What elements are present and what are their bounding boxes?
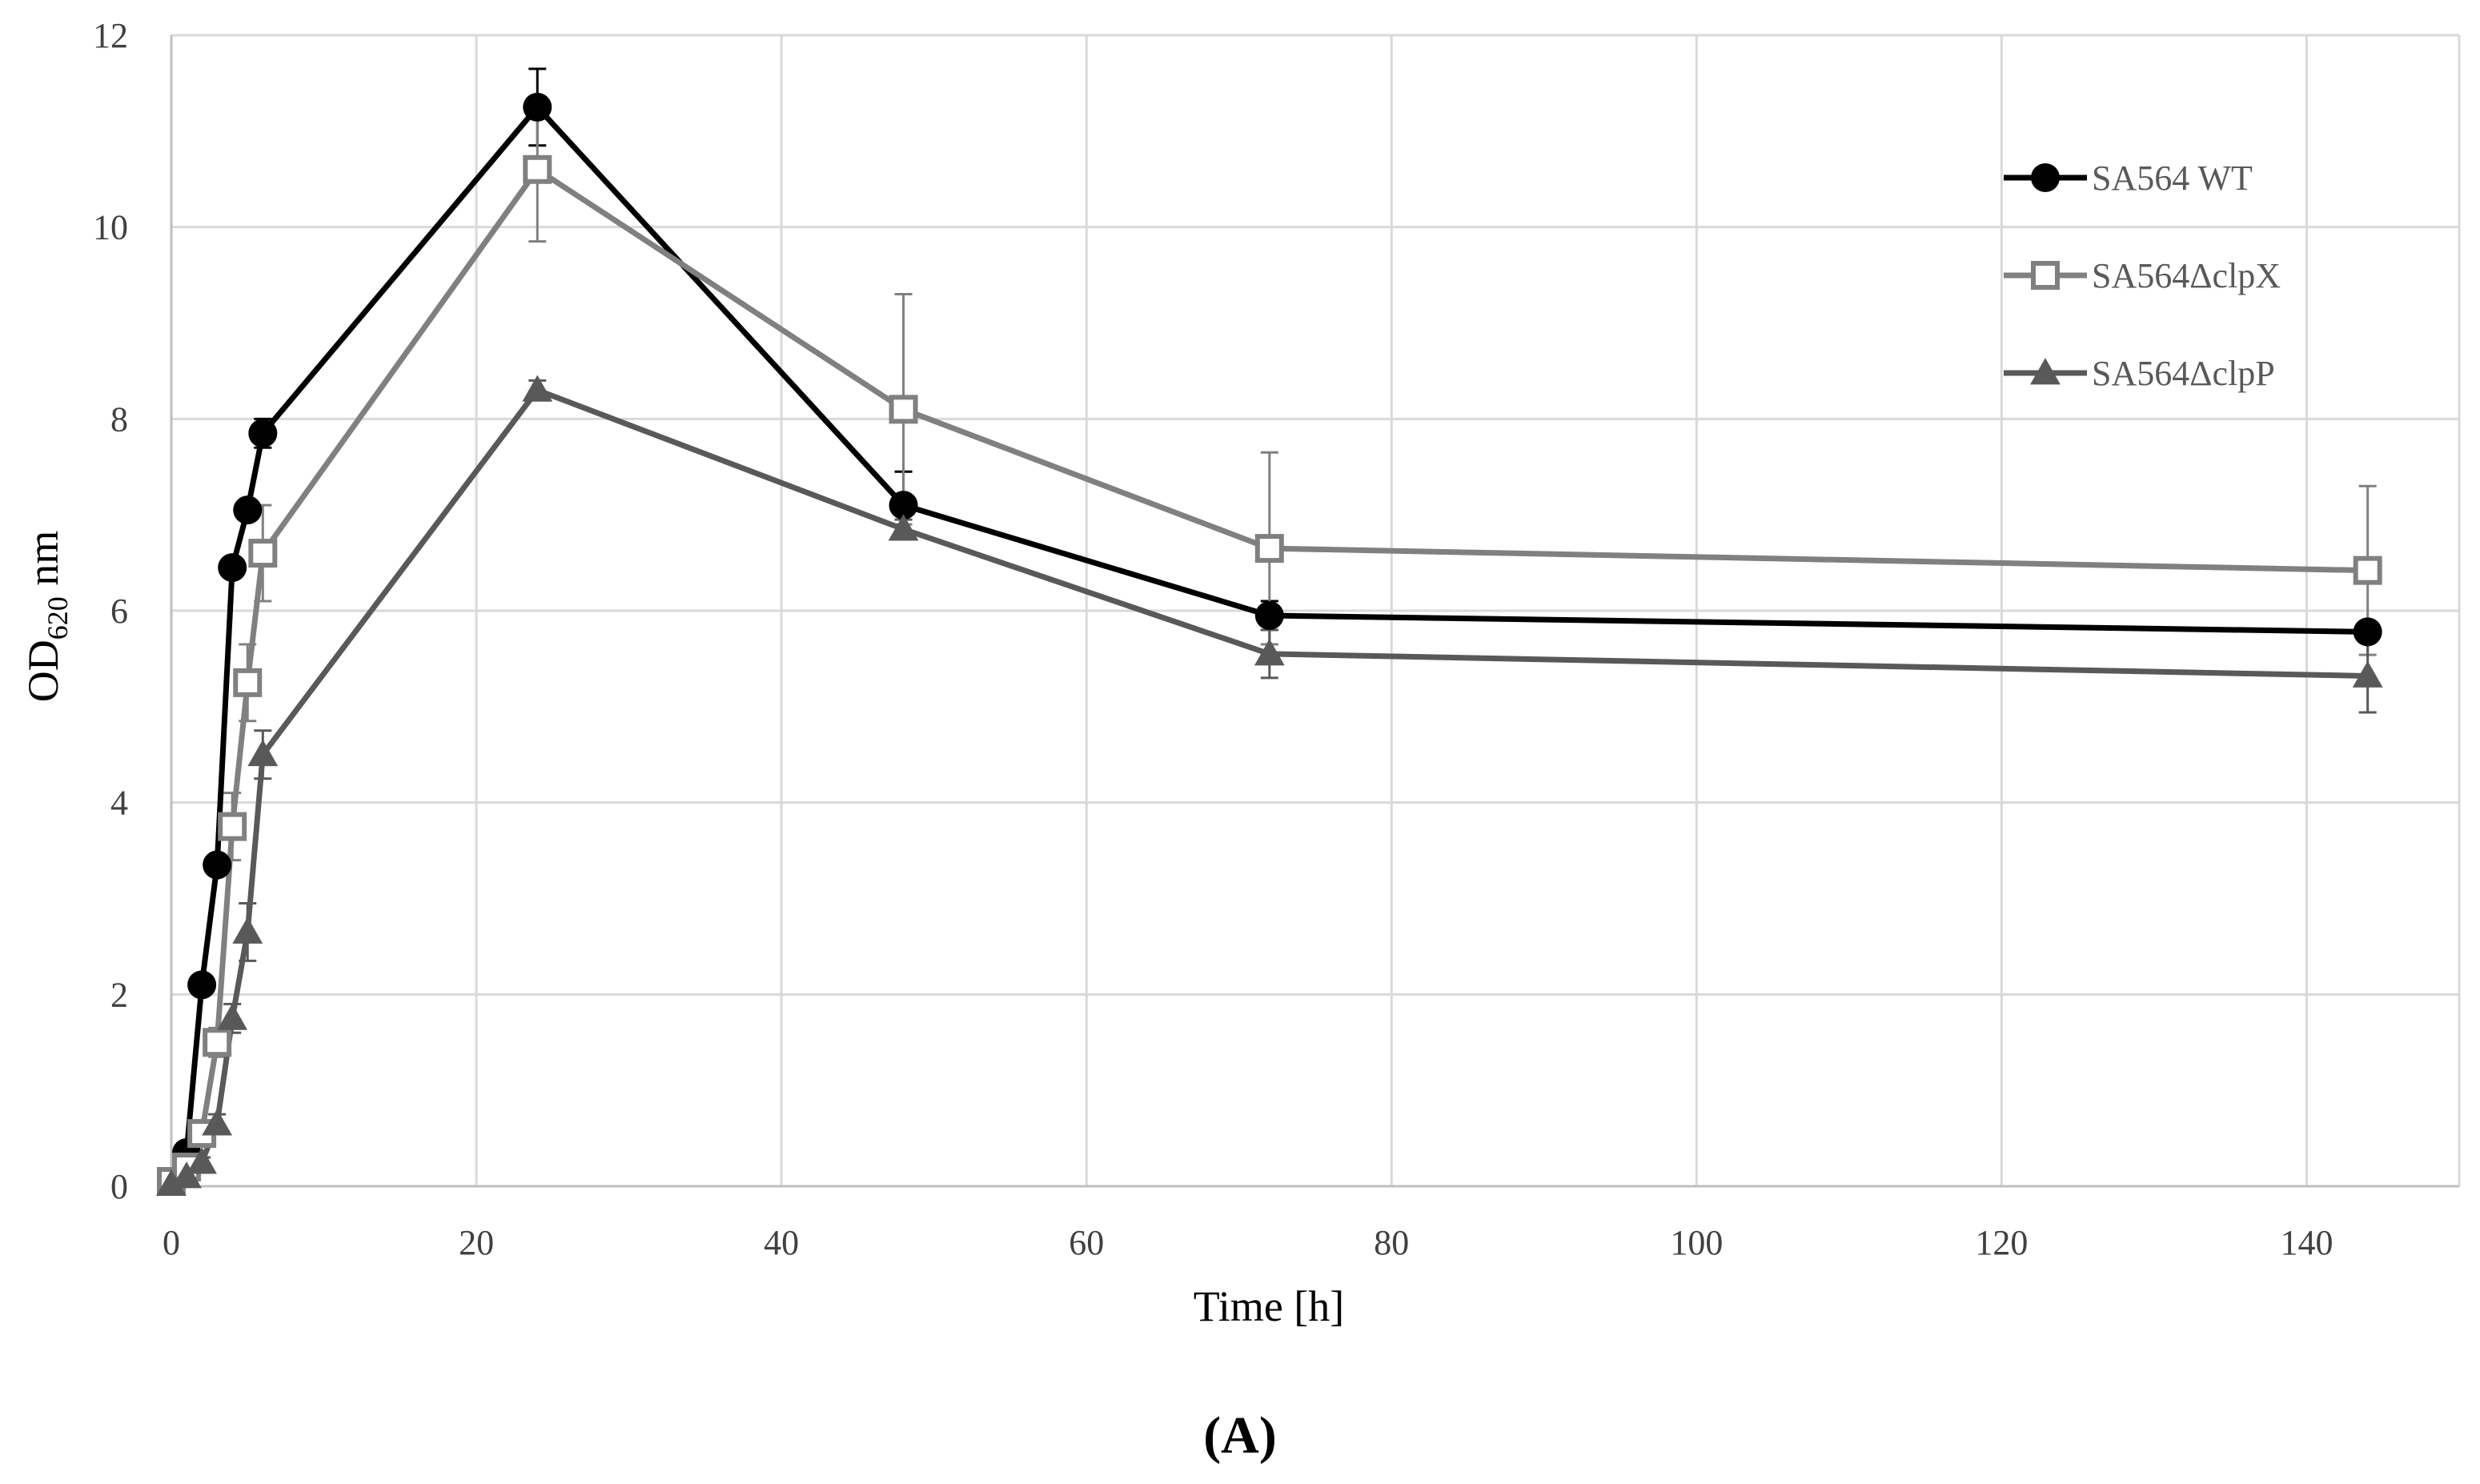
tick-labels: 0 20 40 60 80 100 120 140 0 2 4 6 8 10 12: [93, 16, 2333, 1262]
y-axis-title-unit: nm: [19, 531, 67, 597]
data-point-sa564-clpp: [187, 1147, 218, 1174]
data-point-sa564-wt: [248, 419, 278, 448]
legend-item-sa564-clpp: SA564ΔclpP: [2004, 354, 2275, 393]
y-tick-label: 6: [110, 592, 128, 631]
x-tick-label: 60: [1069, 1223, 1104, 1262]
axes: [170, 35, 2459, 1188]
y-tick-label: 2: [110, 975, 128, 1014]
data-point-sa564-wt: [2353, 617, 2382, 647]
data-point-sa564-clpp: [217, 1003, 248, 1030]
x-tick-label: 40: [764, 1223, 799, 1262]
data-point-sa564-clpx: [203, 1028, 232, 1057]
panel-label: (A): [1203, 1406, 1277, 1465]
x-axis-title: Time [h]: [1194, 1282, 1345, 1330]
data-markers: [156, 92, 2383, 1197]
legend-label: SA564 WT: [2092, 158, 2253, 198]
y-tick-label: 4: [110, 784, 128, 823]
y-tick-label: 0: [110, 1167, 128, 1206]
data-point-sa564-clpp: [1254, 639, 1285, 666]
data-point-sa564-clpx: [233, 668, 263, 697]
data-point-sa564-wt: [889, 491, 918, 520]
y-tick-label: 8: [110, 399, 128, 439]
data-point-sa564-clpp: [202, 1109, 233, 1136]
legend-swatch-marker: [2031, 163, 2060, 192]
x-tick-label: 0: [163, 1223, 180, 1262]
legend-label: SA564ΔclpX: [2092, 256, 2281, 295]
x-tick-label: 120: [1975, 1223, 2028, 1262]
data-point-sa564-clpp: [522, 375, 553, 402]
data-point-sa564-clpx: [889, 395, 918, 424]
data-point-sa564-clpp: [232, 916, 263, 944]
data-point-sa564-wt: [218, 553, 247, 583]
y-axis-title-subscript: 620: [42, 596, 74, 640]
legend-label: SA564ΔclpP: [2092, 354, 2275, 393]
data-point-sa564-clpp: [2352, 660, 2383, 688]
data-point-sa564-wt: [233, 495, 263, 525]
legend-item-sa564-wt: SA564 WT: [2004, 158, 2253, 198]
y-tick-label: 10: [93, 208, 128, 247]
data-point-sa564-clpx: [523, 154, 552, 184]
gridlines: [171, 34, 2461, 1186]
data-point-sa564-wt: [523, 92, 552, 122]
data-point-sa564-clpx: [248, 539, 278, 568]
legend-item-sa564-clpx: SA564ΔclpX: [2004, 256, 2281, 295]
legend-swatch-marker: [2031, 261, 2060, 290]
y-tick-label: 12: [93, 16, 128, 55]
data-point-sa564-wt: [203, 850, 232, 880]
x-tick-label: 20: [459, 1223, 494, 1262]
data-point-sa564-clpx: [218, 812, 247, 841]
data-point-sa564-wt: [187, 970, 217, 1000]
data-point-sa564-clpp: [247, 739, 279, 767]
legend-swatch-marker: [2030, 358, 2061, 385]
data-point-sa564-clpp: [156, 1169, 187, 1197]
y-axis-title-main: OD: [19, 640, 67, 702]
data-point-sa564-clpp: [888, 514, 919, 541]
data-point-sa564-clpp: [171, 1161, 202, 1189]
data-point-sa564-wt: [1254, 600, 1284, 630]
data-point-sa564-clpx: [1254, 534, 1284, 564]
x-tick-label: 140: [2280, 1223, 2333, 1262]
y-axis-title: OD620 nm: [19, 531, 74, 703]
x-tick-label: 80: [1374, 1223, 1409, 1262]
x-tick-label: 100: [1670, 1223, 1723, 1262]
data-point-sa564-clpx: [2353, 555, 2382, 585]
legend: SA564 WT SA564ΔclpX SA564ΔclpP: [2004, 158, 2281, 393]
